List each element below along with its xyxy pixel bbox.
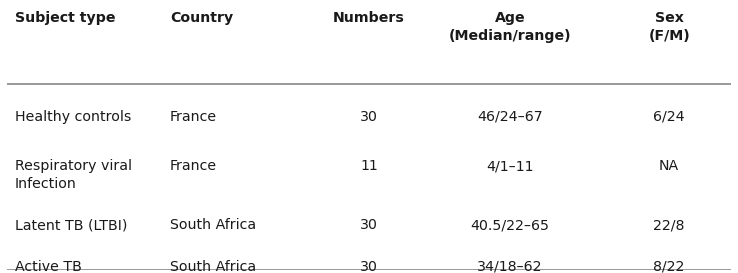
Text: 30: 30	[360, 260, 378, 273]
Text: NA: NA	[659, 159, 679, 173]
Text: Country: Country	[170, 11, 233, 25]
Text: Respiratory viral
Infection: Respiratory viral Infection	[15, 159, 131, 191]
Text: 30: 30	[360, 218, 378, 232]
Text: Subject type: Subject type	[15, 11, 115, 25]
Text: 11: 11	[360, 159, 378, 173]
Text: Healthy controls: Healthy controls	[15, 110, 131, 124]
Text: France: France	[170, 110, 217, 124]
Text: 46/24–67: 46/24–67	[477, 110, 543, 124]
Text: France: France	[170, 159, 217, 173]
Text: Sex
(F/M): Sex (F/M)	[648, 11, 690, 43]
Text: South Africa: South Africa	[170, 260, 256, 273]
Text: 22/8: 22/8	[653, 218, 685, 232]
Text: 4/1–11: 4/1–11	[486, 159, 534, 173]
Text: Age
(Median/range): Age (Median/range)	[449, 11, 571, 43]
Text: Numbers: Numbers	[333, 11, 405, 25]
Text: South Africa: South Africa	[170, 218, 256, 232]
Text: 34/18–62: 34/18–62	[477, 260, 542, 273]
Text: 40.5/22–65: 40.5/22–65	[471, 218, 550, 232]
Text: 6/24: 6/24	[653, 110, 685, 124]
Text: 30: 30	[360, 110, 378, 124]
Text: Active TB: Active TB	[15, 260, 81, 273]
Text: 8/22: 8/22	[653, 260, 685, 273]
Text: Latent TB (LTBI): Latent TB (LTBI)	[15, 218, 127, 232]
